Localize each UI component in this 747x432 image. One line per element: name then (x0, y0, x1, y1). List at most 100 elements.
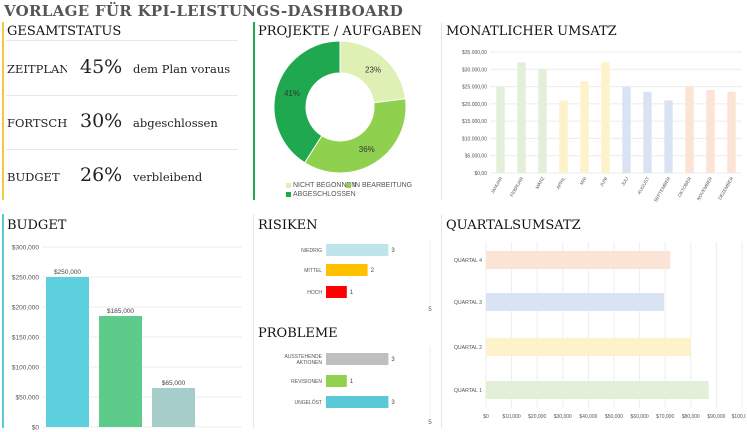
quarter-label: QUARTAL 2 (454, 345, 482, 351)
month-bar (706, 90, 715, 173)
month-bar (685, 86, 694, 173)
x-tick-label: $70,000 (656, 414, 674, 420)
y-tick-label: $25.000,00 (462, 85, 487, 91)
legend-label: NICHT BEGONNEN (293, 182, 357, 189)
y-tick-label: $5.000,00 (465, 154, 487, 160)
x-tick-label: JANUAR (490, 175, 504, 194)
status-description: verbleibend (133, 170, 203, 184)
risk-bar-label: 1 (350, 290, 354, 296)
x-tick-label: $90,000 (707, 414, 725, 420)
month-bar (559, 100, 568, 173)
month-bar (643, 91, 652, 173)
month-bar (538, 69, 547, 173)
problem-bar (326, 396, 389, 408)
budget-bar (152, 388, 195, 427)
risks-bar-chart: 5 3 NIEDRIG 2 MITTEL 1 HOCH (301, 240, 432, 313)
budget-accent-bar (2, 214, 4, 428)
status-value: 26% (80, 164, 123, 186)
quarterly-revenue-chart: $0 $10,000 $20,000 $30,000 $40,000 $50,000 $60… (454, 242, 746, 420)
budget-bar-chart: $0 $50,000 $100,000 $150,000 $200,000 $250,00… (12, 245, 242, 432)
x-tick-label: AUGUST (636, 176, 650, 195)
x-tick-label: MAI (579, 176, 587, 186)
x-tick-label: $100,000 (732, 414, 746, 420)
problem-bar (326, 353, 389, 365)
legend-swatch (346, 182, 351, 188)
x-tick-label: OKTOBER (677, 175, 693, 197)
quarter-bar (486, 338, 691, 356)
month-bar (664, 100, 673, 173)
projects-accent-bar (253, 22, 255, 200)
x-tick-label: JUNI (599, 176, 608, 187)
quarter-bar (486, 251, 671, 269)
month-bar (622, 86, 631, 173)
pie-slice (273, 40, 341, 164)
pie-slice (303, 98, 407, 174)
problem-category-label: AKTIONEN (296, 360, 322, 366)
risks-divider (253, 214, 254, 428)
x-tick-label: JULI (620, 176, 629, 187)
pie-slice-label: 23% (365, 65, 381, 74)
legend-swatch (286, 191, 291, 197)
problem-bar-label: 1 (350, 379, 354, 385)
budget-bar-label: $185,000 (107, 308, 134, 315)
quarter-label: QUARTAL 3 (454, 300, 482, 306)
risk-category-label: NIEDRIG (301, 248, 322, 254)
pie-slice-label: 36% (359, 145, 375, 154)
y-tick-label: $150,000 (12, 335, 39, 342)
problem-bar-label: 3 (391, 357, 395, 363)
problem-bar (326, 375, 347, 387)
pie-slice-label: 41% (284, 89, 300, 98)
status-value: 45% (80, 56, 123, 78)
x-tick-label: $80,000 (682, 414, 700, 420)
x-tick-label: NOVEMBER (696, 175, 714, 201)
risks-panel-title: RISIKEN (258, 218, 318, 233)
risk-bar (326, 244, 389, 256)
y-tick-label: $10.000,00 (462, 136, 487, 142)
month-bar (496, 86, 505, 173)
status-accent-bar (2, 22, 4, 200)
month-bar (727, 91, 736, 173)
x-tick-label: APRIL (555, 176, 566, 190)
quarter-label: QUARTAL 1 (454, 388, 482, 394)
month-bar (601, 62, 610, 173)
problem-bar-label: 3 (391, 400, 395, 406)
legend-label: IN BEARBEITUNG (353, 182, 413, 189)
x-tick-label: $30,000 (554, 414, 572, 420)
monthly-divider (441, 22, 442, 200)
status-row-divider (6, 95, 238, 96)
risk-bar (326, 264, 368, 276)
y-tick-label: $250,000 (12, 275, 39, 282)
monthly-revenue-chart: $0,00 $5.000,00 $10.000,00 $15.000,00 $20.00… (462, 50, 742, 202)
status-label: ZEITPLAN (7, 62, 67, 76)
projects-pie-chart: 23% 36% 41% (273, 40, 407, 174)
status-label: FORTSCHRITT (7, 116, 67, 130)
problems-panel-title: PROBLEME (258, 326, 338, 341)
budget-panel-title: BUDGET (7, 218, 67, 233)
risk-bar (326, 286, 347, 298)
page-title: VORLAGE FÜR KPI-LEISTUNGS-DASHBOARD (4, 2, 404, 20)
x-max-label: 5 (428, 307, 432, 313)
status-panel-title: GESAMTSTATUS (7, 24, 122, 39)
x-tick-label: $40,000 (579, 414, 597, 420)
status-description: abgeschlossen (133, 116, 218, 130)
x-tick-label: $0 (483, 414, 489, 420)
y-tick-label: $200,000 (12, 305, 39, 312)
x-tick-label: DEZEMBER (717, 175, 734, 200)
y-tick-label: $15.000,00 (462, 119, 487, 125)
quarter-label: QUARTAL 4 (454, 258, 482, 264)
status-divider (6, 40, 238, 41)
problem-category-label: UNGELÖST (294, 399, 322, 406)
status-value: 30% (80, 110, 123, 132)
month-bar (517, 62, 526, 173)
budget-bar-label: $250,000 (54, 269, 81, 276)
x-tick-label: MÄRZ (534, 175, 546, 189)
y-tick-label: $0,00 (474, 171, 487, 177)
y-tick-label: $20.000,00 (462, 102, 487, 108)
quarter-bar (486, 381, 709, 399)
budget-bar-label: $65,000 (162, 380, 186, 387)
x-tick-label: FEBRUAR (509, 175, 525, 197)
y-tick-label: $30.000,00 (462, 67, 487, 73)
monthly-panel-title: MONATLICHER UMSATZ (446, 24, 617, 39)
problem-category-label: REVISIONEN (291, 379, 322, 385)
